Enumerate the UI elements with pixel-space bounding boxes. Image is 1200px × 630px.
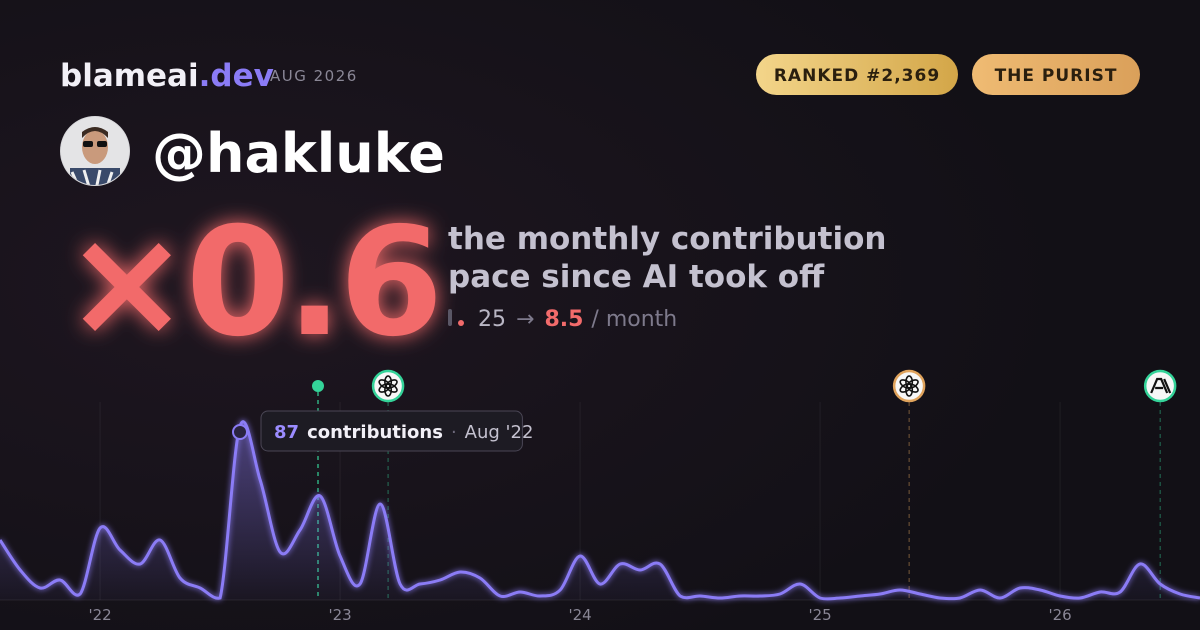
tooltip-text: 87 contributions · Aug '22 (274, 422, 533, 443)
description-line: the monthly contribution (448, 221, 886, 257)
area (0, 421, 1200, 600)
x-tick-label: '25 (808, 606, 831, 624)
brand-name: blameai (60, 58, 199, 94)
after-icon (458, 320, 464, 326)
before-value: 25 (478, 307, 506, 332)
badge-rank-text: RANKED #2,369 (774, 66, 940, 86)
unit: / month (591, 307, 677, 332)
event-badge (371, 369, 405, 403)
badge-rank (756, 54, 958, 95)
tooltip-unit: contributions (307, 422, 443, 443)
after-value: 8.5 (544, 307, 583, 332)
before-icon (448, 309, 452, 326)
tooltip-separator: · (451, 422, 457, 443)
multiplier: ×0.6 (64, 196, 439, 370)
event-icon (378, 379, 391, 389)
tooltip (260, 410, 523, 452)
event-badge (1143, 369, 1177, 403)
x-tick-label: '24 (568, 606, 591, 624)
line (0, 420, 1200, 601)
event-marker (371, 369, 405, 403)
tooltip-date: Aug '22 (465, 422, 534, 443)
x-tick-label: '26 (1048, 606, 1071, 624)
event-marker (1143, 369, 1177, 403)
highlight-point (232, 424, 248, 440)
event-badge (892, 369, 926, 403)
description-line: pace since AI took off (448, 259, 825, 295)
brand-tld: .dev (199, 58, 274, 94)
tooltip-value: 87 (274, 422, 299, 443)
brand: blameai.dev (60, 58, 274, 94)
stats: 25 → 8.5 / month (478, 307, 677, 332)
event-marker (312, 380, 324, 392)
chart: '22 '23 '24 '25 '26 87 contributions · Aug '22 (0, 369, 1200, 624)
arrow: → (516, 307, 534, 332)
x-tick-label: '22 (88, 606, 111, 624)
event-icon (899, 379, 912, 389)
handle: @hakluke (152, 122, 445, 185)
date: AUG 2026 (270, 67, 358, 85)
x-tick-label: '23 (328, 606, 351, 624)
event-marker (892, 369, 926, 403)
badge-style-text: THE PURIST (995, 66, 1118, 86)
event-icon (1150, 377, 1172, 394)
badge-style (972, 54, 1140, 95)
